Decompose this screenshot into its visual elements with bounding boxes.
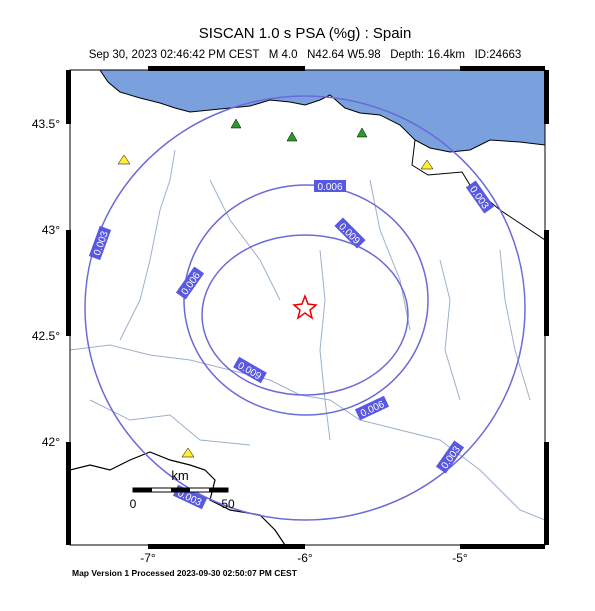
contour [183,184,429,416]
contour-label-box [334,217,366,249]
lon-label: -5° [452,551,468,565]
footer: Map Version 1 Processed 2023-09-30 02:50… [72,568,298,578]
contour-label-box [354,395,390,421]
contour-label-text: 0.006 [317,182,342,193]
map-area: 0.0030.0030.0030.0030.0060.0060.0060.009… [70,70,545,545]
lat-labels: 43.5° 43° 42.5° 42° [32,117,60,449]
lon-label: -7° [140,551,156,565]
contour-label-box [435,440,465,474]
frame-ticks [66,66,549,549]
contour-label-box [314,180,346,192]
lat-label: 42° [42,435,60,449]
scale-bar: km 0 50 [130,468,235,511]
station [181,447,195,458]
epicenter [292,293,318,320]
station [420,159,434,170]
lat-label: 42.5° [32,329,60,343]
contours [84,95,526,521]
title: SISCAN 1.0 s PSA (%g) : Spain [199,25,412,42]
contour [84,95,526,521]
lat-label: 43.5° [32,117,60,131]
lat-label: 43° [42,223,60,237]
contour-label-box [88,225,112,261]
lon-label: -6° [297,551,313,565]
station [356,127,368,138]
contour-label-box [175,266,205,300]
station [117,154,131,165]
station [286,131,298,142]
lon-labels: -7° -6° -5° [140,551,468,565]
scale-end: 50 [221,497,235,511]
contour-label: 0.006 [314,180,346,193]
subtitle: Sep 30, 2023 02:46:42 PM CEST M 4.0 N42.… [89,49,522,61]
contour-label-box [465,180,495,214]
contour [201,234,409,396]
contour-label-box [233,356,267,384]
station [230,118,242,129]
scale-start: 0 [130,497,137,511]
scale-unit: km [171,468,188,483]
